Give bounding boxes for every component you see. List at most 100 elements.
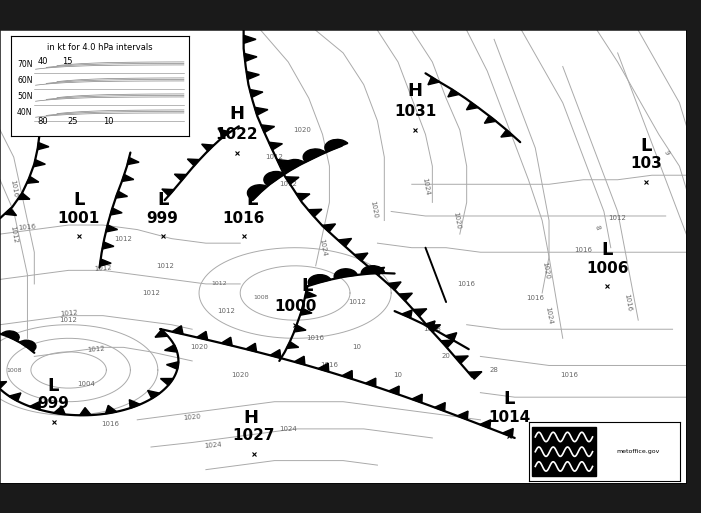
Wedge shape [283, 160, 304, 173]
Text: 1012: 1012 [60, 310, 78, 317]
Text: 999: 999 [147, 211, 179, 226]
Text: L: L [641, 137, 652, 155]
Polygon shape [166, 362, 179, 369]
Polygon shape [503, 428, 513, 437]
Polygon shape [484, 116, 496, 123]
Text: H: H [408, 83, 423, 101]
Polygon shape [342, 370, 353, 379]
Polygon shape [34, 160, 46, 167]
Text: metoffice.gov: metoffice.gov [616, 449, 660, 454]
Text: 15: 15 [62, 57, 73, 66]
Text: 1014: 1014 [488, 410, 531, 425]
Text: 1006: 1006 [586, 261, 629, 275]
Polygon shape [222, 337, 232, 346]
Text: 1024: 1024 [204, 441, 222, 448]
Polygon shape [161, 379, 174, 385]
Text: L: L [601, 241, 613, 259]
Text: 1001: 1001 [57, 211, 100, 226]
Text: 1024: 1024 [545, 306, 554, 325]
Wedge shape [264, 171, 285, 186]
Polygon shape [501, 130, 513, 137]
Text: 10: 10 [393, 371, 402, 378]
Text: 1016: 1016 [18, 224, 36, 231]
Polygon shape [300, 308, 312, 315]
Polygon shape [9, 393, 21, 401]
Text: 1016: 1016 [561, 371, 578, 378]
Text: 1012: 1012 [212, 282, 227, 286]
Polygon shape [287, 342, 299, 348]
Polygon shape [261, 125, 275, 133]
Text: 1008: 1008 [6, 367, 22, 372]
Polygon shape [4, 208, 17, 215]
Polygon shape [296, 193, 310, 201]
Text: 1022: 1022 [215, 127, 258, 142]
Polygon shape [29, 401, 40, 410]
Polygon shape [254, 107, 268, 115]
Text: 1016: 1016 [307, 336, 325, 341]
Text: 1020: 1020 [190, 344, 208, 350]
Text: L: L [503, 390, 515, 408]
Text: 1012: 1012 [348, 299, 366, 305]
Polygon shape [466, 102, 478, 110]
Polygon shape [365, 378, 376, 387]
Bar [532, 427, 596, 477]
Text: L: L [73, 191, 85, 209]
Text: 1020: 1020 [183, 414, 201, 421]
Wedge shape [247, 185, 266, 200]
Polygon shape [277, 160, 291, 167]
Polygon shape [285, 177, 299, 184]
Polygon shape [354, 253, 368, 261]
Polygon shape [0, 382, 7, 389]
Polygon shape [129, 400, 140, 408]
Polygon shape [322, 224, 336, 232]
Polygon shape [268, 142, 283, 150]
Wedge shape [308, 274, 331, 285]
Text: L: L [301, 277, 313, 295]
Polygon shape [308, 209, 322, 217]
Polygon shape [388, 282, 401, 290]
Polygon shape [338, 239, 352, 247]
Polygon shape [427, 325, 440, 332]
Text: 1016: 1016 [526, 294, 544, 301]
Polygon shape [294, 356, 305, 365]
Wedge shape [1, 331, 19, 341]
Polygon shape [175, 174, 186, 181]
Polygon shape [148, 390, 160, 399]
Text: 1000: 1000 [274, 299, 316, 314]
Text: 1024: 1024 [280, 426, 297, 432]
Polygon shape [79, 407, 91, 416]
Text: 1012: 1012 [608, 215, 627, 221]
Polygon shape [106, 225, 118, 232]
Text: 1012: 1012 [87, 346, 105, 353]
Text: 10: 10 [353, 344, 361, 350]
Text: 1012: 1012 [142, 290, 160, 296]
Polygon shape [54, 406, 65, 415]
Text: 1020: 1020 [541, 261, 550, 280]
Text: 1020: 1020 [369, 200, 379, 219]
Polygon shape [155, 330, 168, 337]
Polygon shape [454, 356, 468, 364]
Polygon shape [110, 208, 122, 215]
Text: L: L [48, 377, 59, 395]
Polygon shape [197, 331, 207, 340]
Text: 1016: 1016 [101, 421, 118, 427]
Polygon shape [294, 325, 306, 332]
Polygon shape [162, 189, 174, 196]
Text: 25: 25 [68, 117, 79, 126]
Text: 40N: 40N [17, 108, 32, 117]
Text: 1024: 1024 [421, 177, 430, 196]
Polygon shape [128, 157, 139, 165]
Text: 1016: 1016 [623, 293, 632, 311]
Polygon shape [102, 242, 114, 249]
Polygon shape [116, 191, 128, 198]
Polygon shape [187, 159, 200, 166]
Polygon shape [457, 411, 468, 420]
Text: 40: 40 [37, 57, 48, 66]
Text: L: L [247, 191, 258, 209]
Text: 1016: 1016 [320, 363, 339, 368]
Wedge shape [334, 269, 358, 278]
Polygon shape [247, 71, 259, 80]
Polygon shape [435, 403, 445, 411]
Text: in kt for 4.0 hPa intervals: in kt for 4.0 hPa intervals [47, 43, 153, 52]
Polygon shape [305, 291, 316, 298]
